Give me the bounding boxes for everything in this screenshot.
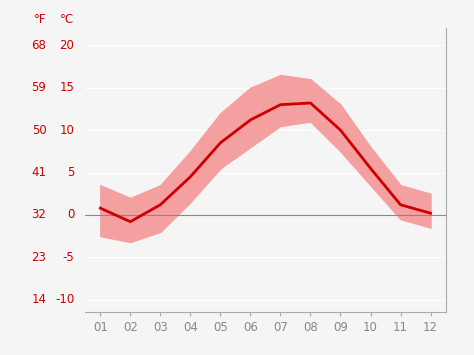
Text: 68: 68 [32, 39, 46, 52]
Text: °F: °F [34, 13, 46, 26]
Text: 50: 50 [32, 124, 46, 137]
Text: °C: °C [60, 13, 74, 26]
Text: 5: 5 [67, 166, 74, 179]
Text: 14: 14 [31, 293, 46, 306]
Text: -5: -5 [63, 251, 74, 264]
Text: 15: 15 [59, 81, 74, 94]
Text: -10: -10 [55, 293, 74, 306]
Text: 41: 41 [31, 166, 46, 179]
Text: 10: 10 [59, 124, 74, 137]
Text: 23: 23 [32, 251, 46, 264]
Text: 20: 20 [59, 39, 74, 52]
Text: 0: 0 [67, 208, 74, 222]
Text: 32: 32 [32, 208, 46, 222]
Text: 59: 59 [32, 81, 46, 94]
